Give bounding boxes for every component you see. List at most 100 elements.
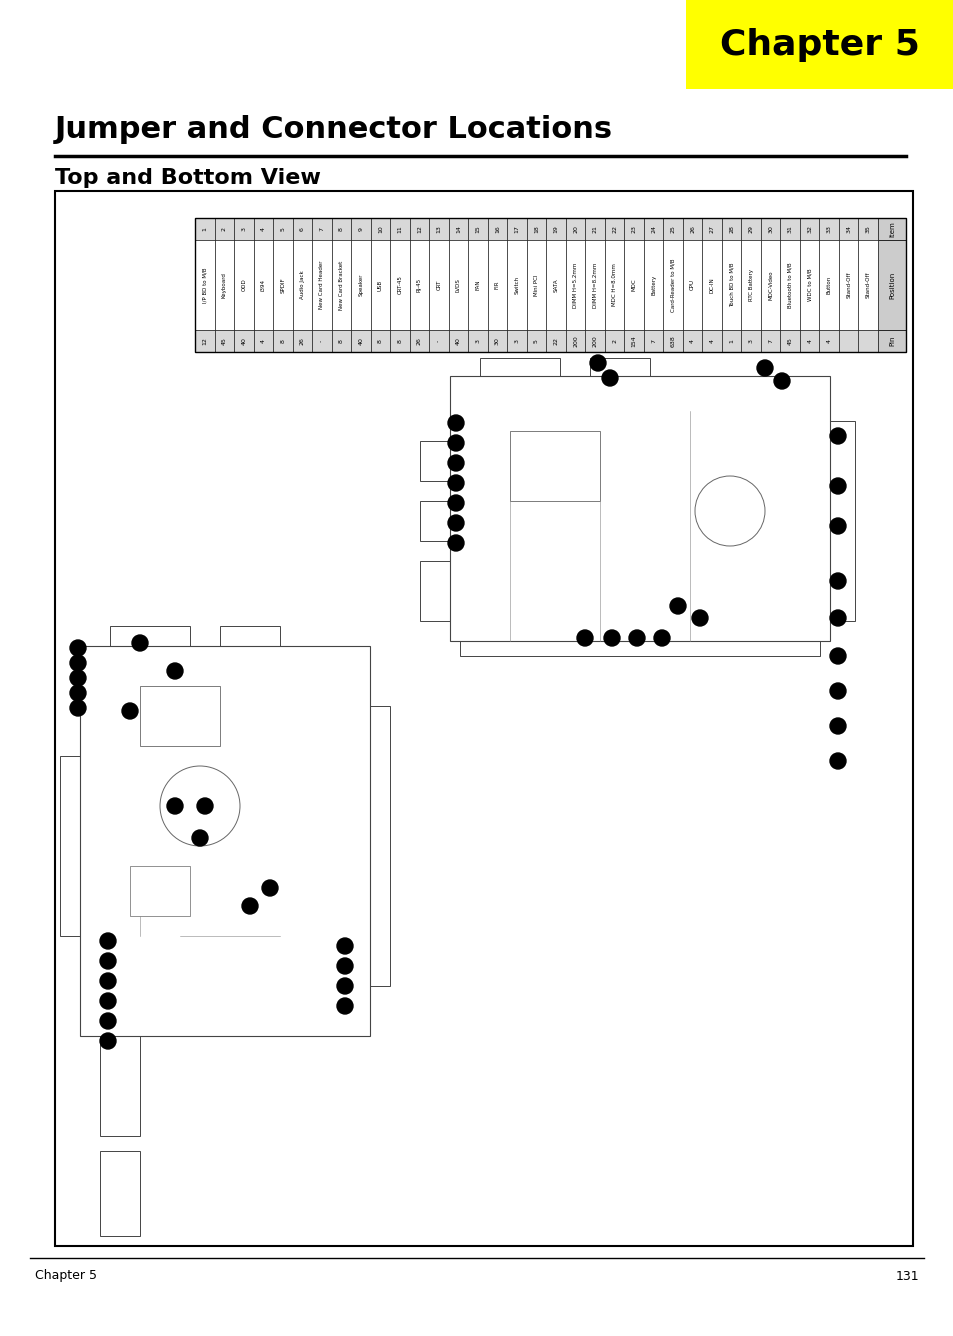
Text: 24: 24 <box>650 224 656 232</box>
Text: 7: 7 <box>319 227 324 231</box>
Bar <box>721 218 740 240</box>
Bar <box>332 240 351 330</box>
Text: 6: 6 <box>299 227 305 231</box>
Bar <box>740 330 760 351</box>
Circle shape <box>122 703 138 719</box>
Text: 4: 4 <box>260 227 266 231</box>
Text: 23: 23 <box>631 224 636 232</box>
Bar <box>780 330 800 351</box>
Text: 4: 4 <box>260 339 266 343</box>
Text: 1: 1 <box>202 227 207 231</box>
Circle shape <box>100 973 116 989</box>
Bar <box>233 330 253 351</box>
Text: Audio Jack: Audio Jack <box>299 271 305 299</box>
Bar <box>740 218 760 240</box>
Circle shape <box>757 359 772 375</box>
Circle shape <box>100 1013 116 1029</box>
Bar <box>487 218 507 240</box>
Circle shape <box>773 373 789 389</box>
Bar <box>332 330 351 351</box>
Text: RJ-45: RJ-45 <box>416 278 421 293</box>
Circle shape <box>829 573 845 589</box>
Bar <box>253 240 273 330</box>
Bar <box>468 218 487 240</box>
Circle shape <box>829 518 845 534</box>
Circle shape <box>70 700 86 716</box>
Bar <box>233 240 253 330</box>
Bar <box>468 240 487 330</box>
Bar <box>682 218 701 240</box>
Bar <box>546 330 565 351</box>
Text: DC-IN: DC-IN <box>709 277 714 293</box>
Text: USB: USB <box>377 279 382 290</box>
Circle shape <box>669 599 685 615</box>
Bar <box>479 358 559 375</box>
Bar <box>780 218 800 240</box>
Bar <box>194 218 214 240</box>
Bar <box>409 240 429 330</box>
Bar <box>293 240 312 330</box>
Text: 18: 18 <box>534 226 538 232</box>
Bar <box>110 627 190 647</box>
Bar <box>701 240 721 330</box>
Bar <box>585 330 604 351</box>
Circle shape <box>167 663 183 679</box>
Text: 30: 30 <box>495 337 499 345</box>
Text: 4: 4 <box>806 339 811 343</box>
Circle shape <box>336 978 353 994</box>
Bar <box>589 358 649 375</box>
Circle shape <box>829 648 845 664</box>
Circle shape <box>603 631 619 647</box>
Text: 30: 30 <box>767 224 772 232</box>
Bar <box>233 218 253 240</box>
Circle shape <box>448 534 463 550</box>
Text: SATA: SATA <box>553 278 558 291</box>
Bar <box>332 218 351 240</box>
Text: 20: 20 <box>573 224 578 232</box>
Bar <box>682 240 701 330</box>
Text: 12: 12 <box>416 224 421 232</box>
Text: 131: 131 <box>895 1269 918 1283</box>
Bar <box>565 330 585 351</box>
Bar <box>214 330 233 351</box>
Bar <box>546 218 565 240</box>
Bar <box>685 0 953 90</box>
Bar <box>130 866 190 916</box>
Bar <box>351 240 370 330</box>
Text: 7: 7 <box>767 339 772 343</box>
Circle shape <box>829 717 845 733</box>
Bar <box>419 561 450 621</box>
Text: 8: 8 <box>338 227 343 231</box>
Text: -: - <box>319 339 324 342</box>
Text: MDC-Video: MDC-Video <box>767 270 772 299</box>
Text: MDC: MDC <box>631 279 636 291</box>
Text: 10: 10 <box>377 226 382 232</box>
Text: 33: 33 <box>826 224 831 232</box>
Text: 14: 14 <box>456 224 460 232</box>
Text: FIR: FIR <box>495 281 499 290</box>
Circle shape <box>336 998 353 1014</box>
Circle shape <box>691 611 707 627</box>
Bar <box>565 218 585 240</box>
Text: New Card Header: New Card Header <box>319 261 324 309</box>
Bar <box>220 627 280 647</box>
Text: 40: 40 <box>358 337 363 345</box>
Text: 35: 35 <box>864 224 870 232</box>
Bar <box>662 330 682 351</box>
Bar <box>507 240 526 330</box>
Bar <box>760 330 780 351</box>
Bar <box>643 240 662 330</box>
Bar <box>585 218 604 240</box>
Bar <box>390 330 409 351</box>
Bar <box>60 756 80 937</box>
Text: Keyboard: Keyboard <box>221 273 227 298</box>
Text: 28: 28 <box>728 224 734 232</box>
Text: Stand-Off: Stand-Off <box>845 271 850 298</box>
Circle shape <box>829 478 845 494</box>
Bar <box>273 240 293 330</box>
Bar <box>838 240 858 330</box>
Bar <box>858 240 877 330</box>
Bar <box>526 330 546 351</box>
Text: 45: 45 <box>221 337 227 345</box>
Bar <box>800 240 819 330</box>
